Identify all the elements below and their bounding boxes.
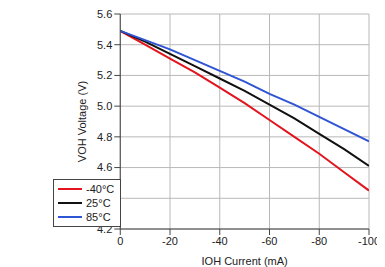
svg-text:4.2: 4.2 (97, 223, 112, 235)
svg-text:-80: -80 (311, 235, 327, 247)
svg-text:-100: -100 (358, 235, 377, 247)
svg-text:5.2: 5.2 (97, 69, 112, 81)
svg-text:4.8: 4.8 (97, 131, 112, 143)
svg-text:-20: -20 (162, 235, 178, 247)
svg-text:-40: -40 (212, 235, 228, 247)
svg-text:IOH Current (mA): IOH Current (mA) (202, 255, 288, 267)
svg-text:-60: -60 (262, 235, 278, 247)
svg-text:0: 0 (117, 235, 123, 247)
svg-text:VOH Voltage (V): VOH Voltage (V) (76, 81, 88, 162)
svg-text:5.4: 5.4 (97, 39, 112, 51)
svg-text:5.0: 5.0 (97, 100, 112, 112)
svg-text:5.6: 5.6 (97, 8, 112, 20)
svg-text:4.6: 4.6 (97, 161, 112, 173)
svg-text:4.4: 4.4 (97, 192, 112, 204)
